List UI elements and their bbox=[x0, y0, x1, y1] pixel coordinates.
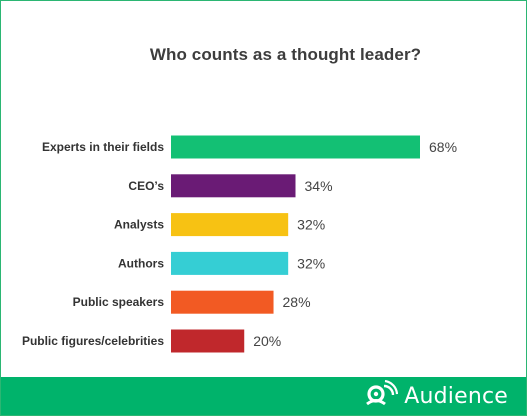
footer-bar: Audience bbox=[1, 377, 526, 415]
category-label: Public figures/celebrities bbox=[22, 334, 164, 348]
bar-chart: Experts in their fields 68% CEO’s 34% Analys… bbox=[22, 135, 457, 353]
value-label: 32% bbox=[297, 255, 325, 271]
bar bbox=[171, 174, 296, 198]
category-label: Authors bbox=[118, 256, 164, 270]
value-label: 28% bbox=[283, 294, 311, 310]
value-label: 32% bbox=[297, 217, 325, 233]
value-label: 20% bbox=[253, 333, 281, 349]
category-label: Experts in their fields bbox=[42, 140, 164, 154]
category-label: Analysts bbox=[114, 218, 164, 232]
bar bbox=[171, 290, 274, 314]
category-label: CEO’s bbox=[128, 179, 164, 193]
value-label: 34% bbox=[305, 178, 333, 194]
brand: Audience bbox=[364, 379, 508, 413]
value-label: 68% bbox=[429, 139, 457, 155]
brand-name: Audience bbox=[404, 383, 508, 409]
audience-logo-icon bbox=[364, 379, 399, 413]
category-label: Public speakers bbox=[73, 295, 165, 309]
bar bbox=[171, 213, 289, 237]
bar bbox=[171, 251, 289, 275]
bar bbox=[171, 329, 245, 353]
chart-title: Who counts as a thought leader? bbox=[149, 45, 422, 64]
bar bbox=[171, 135, 420, 159]
